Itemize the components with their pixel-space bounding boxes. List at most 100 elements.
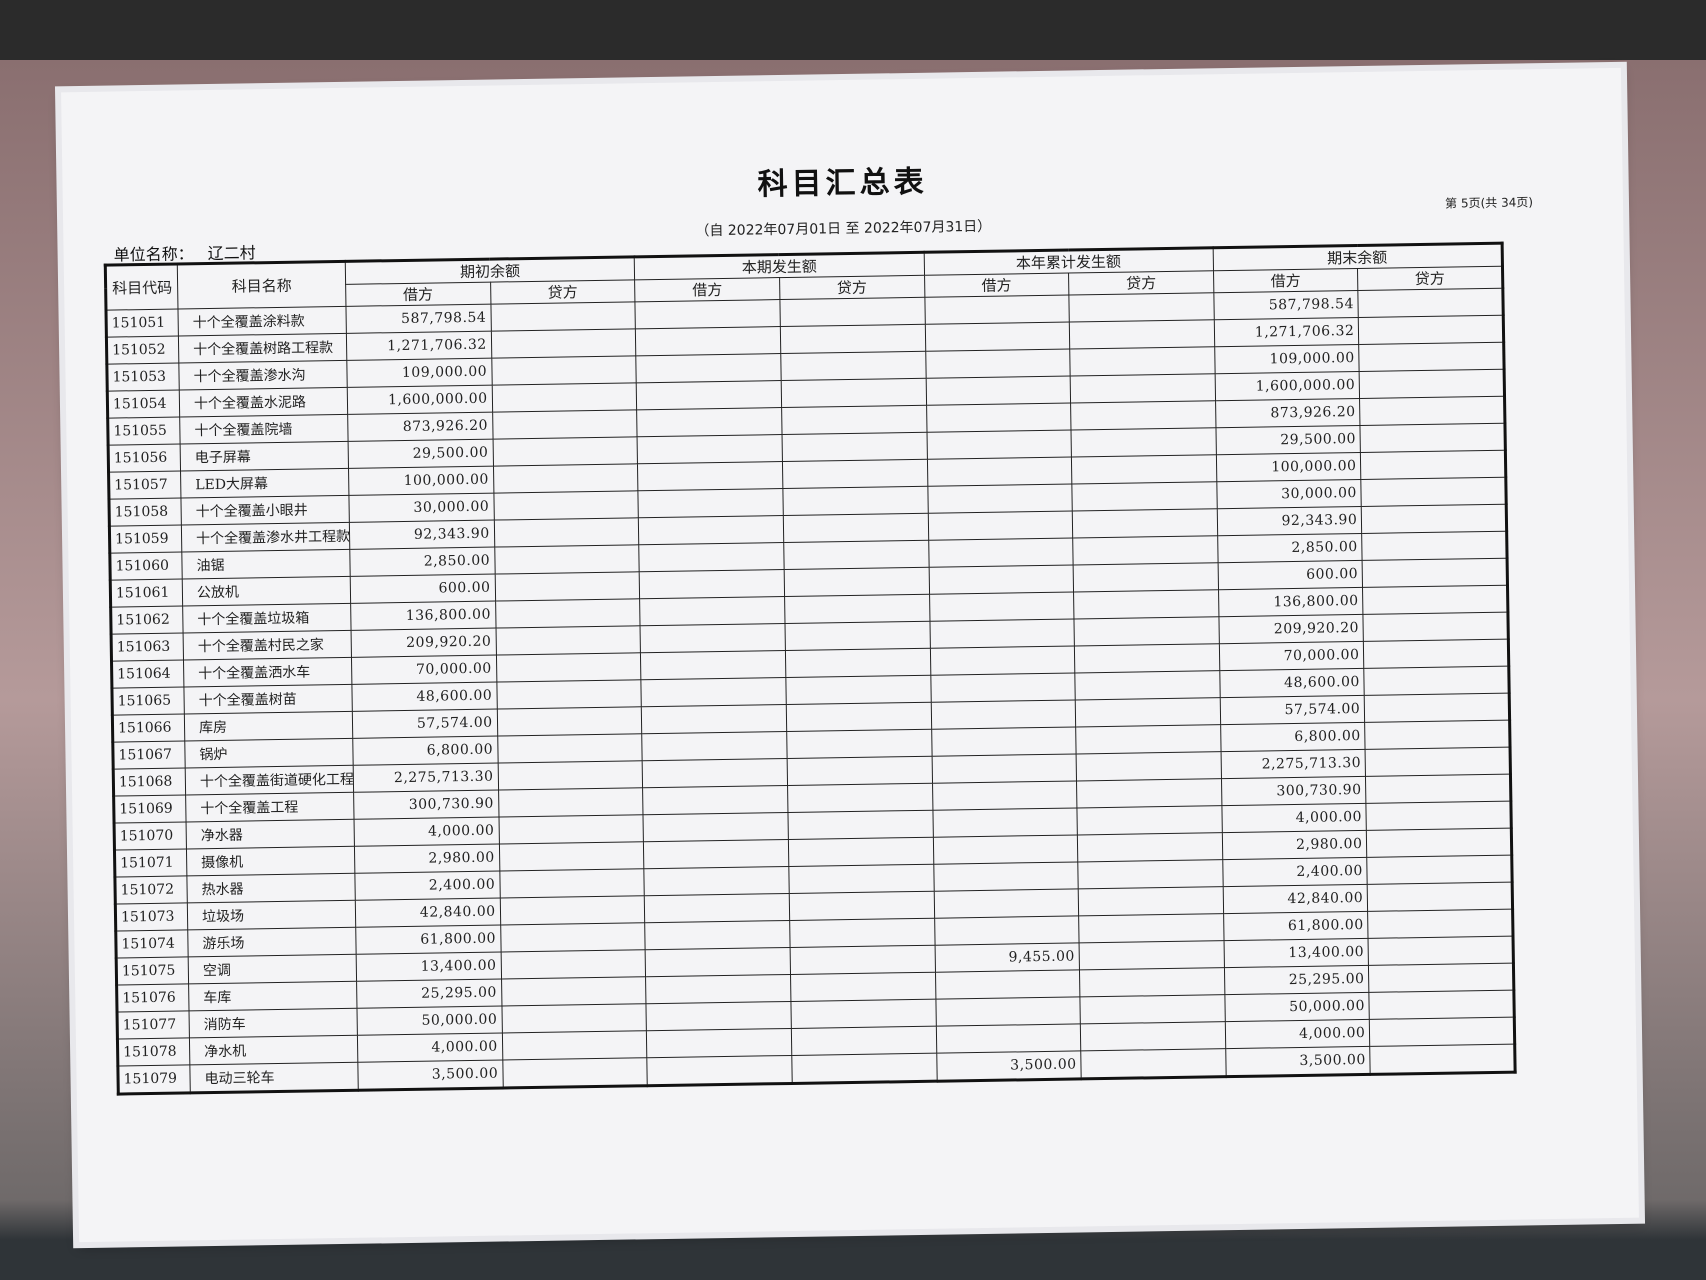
amount-cell xyxy=(1367,909,1513,939)
amount-cell xyxy=(782,486,928,516)
account-name: 十个全覆盖街道硬化工程 xyxy=(185,765,354,795)
account-name: 十个全覆盖水泥路 xyxy=(179,387,348,417)
amount-cell: 100,000.00 xyxy=(348,466,494,496)
amount-cell xyxy=(647,1055,793,1086)
amount-cell xyxy=(789,891,935,921)
amount-cell xyxy=(498,814,644,845)
amount-cell: 42,840.00 xyxy=(1222,884,1368,914)
amount-cell: 600.00 xyxy=(1217,560,1363,590)
amount-cell xyxy=(1359,342,1505,372)
amount-cell xyxy=(784,621,930,651)
amount-cell xyxy=(1368,936,1514,966)
account-code: 151071 xyxy=(114,848,187,878)
amount-cell xyxy=(1365,774,1511,804)
account-code: 151059 xyxy=(109,524,182,554)
amount-cell: 109,000.00 xyxy=(346,358,492,388)
account-name: 净水机 xyxy=(189,1035,358,1065)
amount-cell: 2,275,713.30 xyxy=(1220,749,1366,779)
amount-cell xyxy=(931,753,1077,784)
amount-cell xyxy=(786,702,932,732)
amount-cell: 2,850.00 xyxy=(349,547,495,577)
amount-cell xyxy=(502,1057,648,1089)
amount-cell xyxy=(639,569,785,599)
subcolumn-header: 借方 xyxy=(1213,268,1359,293)
account-name: 十个全覆盖涂料款 xyxy=(177,306,347,337)
amount-cell xyxy=(935,996,1081,1027)
amount-cell xyxy=(637,461,783,491)
amount-cell xyxy=(502,1030,648,1061)
amount-cell xyxy=(1077,859,1223,889)
amount-cell xyxy=(790,972,936,1002)
amount-cell xyxy=(1361,477,1507,507)
summary-table: 科目代码 科目名称 期初余额 本期发生额 本年累计发生额 期末余额 借方 贷方 借方 贷方 借方 贷方… xyxy=(103,241,1517,1096)
amount-cell: 873,926.20 xyxy=(1215,398,1361,428)
amount-cell xyxy=(783,540,929,570)
amount-cell xyxy=(1362,585,1508,615)
subcolumn-header: 借方 xyxy=(924,273,1069,298)
account-code: 151051 xyxy=(105,309,179,338)
account-code: 151063 xyxy=(111,632,184,662)
amount-cell: 2,980.00 xyxy=(1222,830,1368,860)
amount-cell xyxy=(931,726,1077,757)
amount-cell: 50,000.00 xyxy=(1224,992,1370,1022)
amount-cell xyxy=(497,760,643,791)
amount-cell xyxy=(494,571,640,602)
amount-cell: 3,500.00 xyxy=(357,1060,503,1091)
amount-cell xyxy=(934,969,1081,1000)
account-name: 电子屏幕 xyxy=(180,441,349,471)
amount-cell: 209,920.20 xyxy=(1218,614,1364,644)
amount-cell xyxy=(932,807,1078,838)
amount-cell: 30,000.00 xyxy=(348,493,494,523)
amount-cell xyxy=(501,976,647,1007)
account-code: 151058 xyxy=(108,497,182,527)
account-name: 十个全覆盖树路工程款 xyxy=(178,333,347,364)
account-code: 151060 xyxy=(109,551,183,581)
amount-cell xyxy=(1075,697,1221,727)
amount-cell xyxy=(1070,400,1216,430)
amount-cell xyxy=(935,1023,1081,1054)
subcolumn-header: 借方 xyxy=(634,277,780,302)
amount-cell xyxy=(1071,481,1217,511)
amount-cell xyxy=(781,405,927,435)
amount-cell: 4,000.00 xyxy=(1225,1019,1371,1049)
account-code: 151057 xyxy=(108,470,181,500)
amount-cell: 873,926.20 xyxy=(347,412,493,442)
amount-cell xyxy=(1360,450,1506,480)
account-code: 151073 xyxy=(115,902,188,932)
amount-cell xyxy=(1362,531,1508,561)
amount-cell xyxy=(1366,801,1512,831)
amount-cell: 6,800.00 xyxy=(352,736,498,766)
amount-cell xyxy=(787,783,933,813)
account-name: 库房 xyxy=(184,711,353,741)
amount-cell: 50,000.00 xyxy=(356,1006,503,1036)
amount-cell xyxy=(1071,427,1217,457)
account-name: 垃圾场 xyxy=(187,900,356,930)
amount-cell: 92,343.90 xyxy=(349,520,495,550)
amount-cell xyxy=(644,866,790,896)
amount-cell xyxy=(1070,373,1216,404)
amount-cell xyxy=(924,295,1070,325)
account-code: 151055 xyxy=(107,416,181,446)
amount-cell xyxy=(1079,967,1225,997)
amount-cell xyxy=(646,1028,792,1058)
amount-cell xyxy=(636,353,782,383)
amount-cell xyxy=(495,625,641,656)
amount-cell: 57,574.00 xyxy=(352,709,498,739)
amount-cell: 209,920.20 xyxy=(351,628,497,658)
amount-cell: 300,730.90 xyxy=(1221,776,1367,806)
amount-cell: 2,850.00 xyxy=(1217,533,1363,563)
amount-cell: 587,798.54 xyxy=(1213,290,1359,320)
account-name: 净水器 xyxy=(186,819,355,849)
amount-cell xyxy=(641,704,787,734)
amount-cell xyxy=(1366,828,1512,858)
amount-cell xyxy=(495,598,641,629)
amount-cell xyxy=(1076,751,1222,781)
amount-cell xyxy=(641,677,787,707)
amount-cell xyxy=(927,483,1073,514)
amount-cell: 6,800.00 xyxy=(1220,722,1366,752)
amount-cell: 4,000.00 xyxy=(354,817,500,847)
account-code: 151067 xyxy=(112,740,186,770)
account-name: 十个全覆盖树苗 xyxy=(183,684,353,714)
amount-cell: 42,840.00 xyxy=(355,898,501,928)
amount-cell: 136,800.00 xyxy=(1218,587,1364,617)
